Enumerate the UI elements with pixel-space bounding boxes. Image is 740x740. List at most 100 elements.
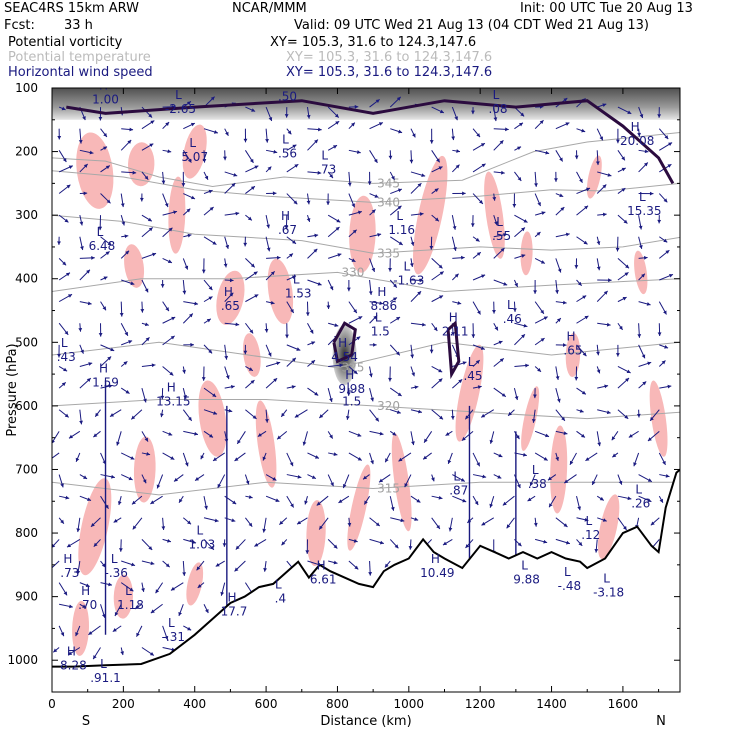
wind-vector-head — [80, 246, 84, 251]
wind-vector-head — [448, 527, 453, 532]
wind-vector-head — [68, 651, 73, 655]
wind-vector-head — [527, 497, 532, 502]
extremum-type: H — [224, 285, 233, 299]
wind-vector-head — [85, 583, 90, 588]
wind-vector-head — [67, 543, 72, 548]
wind-vector-head — [200, 455, 205, 460]
organization: NCAR/MMM — [232, 1, 307, 16]
extremum-value: 1.5 — [371, 325, 390, 339]
wind-vector-head — [204, 175, 209, 180]
wind-vector-head — [265, 418, 269, 423]
wind-vector-head — [533, 290, 538, 294]
wind-vector-head — [103, 132, 107, 137]
wind-vector-head — [243, 138, 248, 143]
wind-vector-head — [561, 416, 565, 421]
wind-vector-head — [317, 282, 322, 286]
wind-vector-head — [451, 136, 456, 141]
wind-vector-head — [608, 278, 612, 283]
wind-speed-shading — [76, 132, 114, 209]
wind-vector-head — [477, 385, 482, 389]
wind-vector-head — [60, 632, 65, 637]
wind-vector-head — [493, 117, 498, 122]
wind-vector-head — [253, 271, 258, 276]
wind-vector-head — [145, 337, 150, 342]
wind-vector-head — [521, 227, 525, 232]
wind-vector-head — [235, 322, 240, 327]
wind-vector-head — [378, 122, 383, 126]
wind-vector-head — [379, 431, 384, 436]
x-tick-label: 1400 — [536, 697, 567, 711]
wind-vector-head — [396, 96, 401, 101]
wind-vector-head — [101, 613, 106, 618]
wind-vector-head — [183, 394, 187, 399]
wind-vector-head — [225, 244, 230, 249]
wind-vector-head — [508, 411, 512, 416]
wind-vector-head — [500, 248, 505, 252]
wind-vector-head — [453, 247, 457, 251]
wind-vector-head — [151, 363, 156, 368]
wind-vector-head — [627, 110, 632, 114]
wind-vector-head — [438, 264, 443, 269]
wind-vector-head — [314, 139, 318, 144]
wind-vector-head — [206, 318, 211, 323]
wind-vector-head — [375, 417, 379, 422]
wind-vector-head — [111, 474, 115, 479]
wind-vector-head — [108, 384, 113, 388]
wind-vector-head — [88, 362, 93, 366]
wind-vector-head — [514, 396, 519, 400]
wind-vector-head — [375, 99, 380, 103]
wind-vector-head — [454, 273, 459, 278]
theta-contour-label: 330 — [341, 265, 364, 279]
wind-vector-head — [170, 335, 175, 340]
wind-vector-head — [314, 391, 319, 396]
wind-vector-head — [499, 358, 504, 363]
wind-vector-head — [165, 563, 170, 568]
wind-vector-head — [417, 291, 422, 296]
wind-vector-head — [309, 329, 314, 334]
wind-vector-head — [117, 501, 122, 505]
wind-vector-head — [494, 221, 498, 226]
wind-vector-head — [87, 301, 92, 306]
terrain-fill — [52, 469, 680, 692]
wind-vector-head — [120, 651, 125, 656]
wind-vector-head — [149, 143, 154, 148]
wind-vector-head — [305, 312, 310, 316]
wind-vector-head — [267, 352, 272, 357]
wind-vector-head — [57, 241, 61, 245]
wind-vector-head — [512, 308, 517, 312]
wind-vector-head — [119, 313, 124, 317]
wind-vector-head — [291, 357, 296, 362]
extremum-type: L — [468, 355, 475, 369]
wind-vector-head — [270, 300, 275, 305]
wind-vector-head — [245, 480, 250, 485]
wind-vector-head — [342, 484, 347, 489]
wind-vector-head — [356, 150, 361, 154]
wind-vector-head — [408, 546, 413, 550]
wind-vector-head — [562, 343, 567, 347]
wind-vector-head — [531, 419, 536, 423]
wind-vector-head — [98, 226, 103, 231]
wind-vector-head — [132, 525, 137, 530]
wind-vector-head — [505, 127, 509, 132]
wind-vector-head — [86, 269, 90, 274]
x-tick-label: 1600 — [608, 697, 639, 711]
wind-vector-head — [543, 539, 548, 544]
wind-vector-head — [574, 265, 579, 269]
wind-vector-head — [623, 526, 627, 530]
y-tick-label: 600 — [15, 399, 38, 413]
wind-vector-head — [549, 503, 553, 508]
wind-vector-head — [602, 184, 607, 189]
wind-vector-head — [429, 349, 434, 354]
wind-vector-head — [404, 483, 408, 488]
wind-vector-head — [641, 273, 645, 278]
wind-vector-head — [63, 367, 68, 372]
wind-vector-head — [306, 217, 311, 222]
wind-vector-head — [339, 363, 344, 368]
extremum-type: H — [99, 361, 108, 375]
wind-vector-head — [311, 475, 316, 479]
wind-vector-head — [87, 497, 92, 502]
wind-vector-head — [76, 528, 81, 533]
extremum-value: 1.59 — [92, 375, 119, 389]
wind-vector-head — [208, 349, 213, 354]
extremum-value: 4.54 — [331, 350, 358, 364]
